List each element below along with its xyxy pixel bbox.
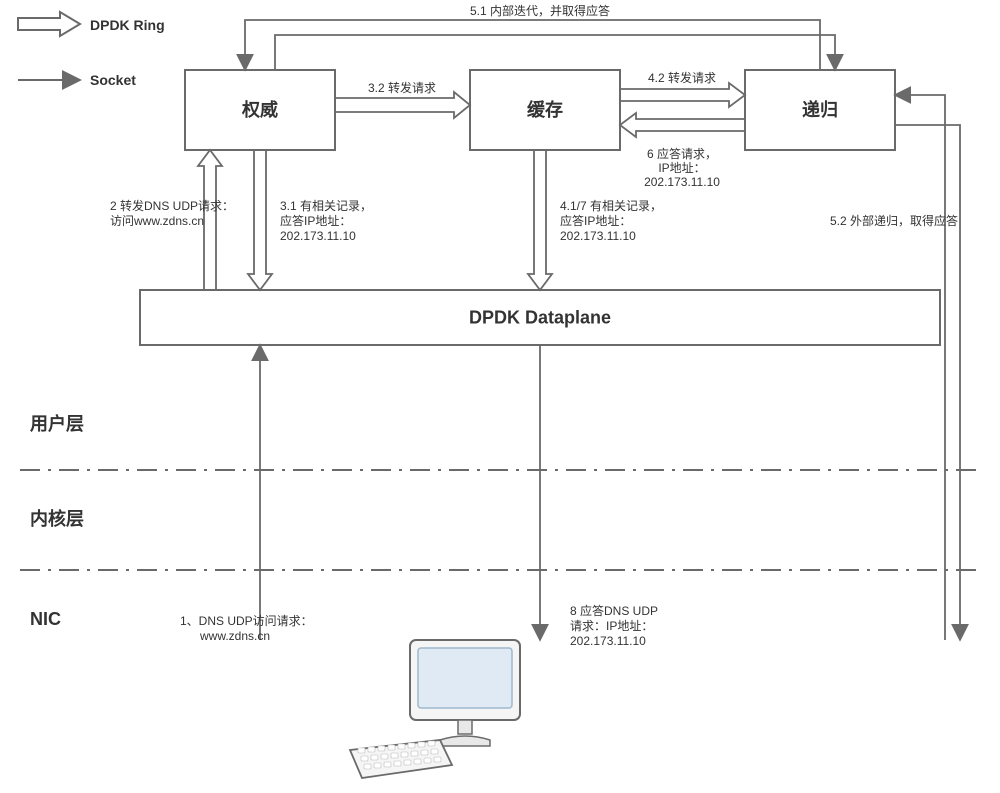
label-6-3: 202.173.11.10 <box>644 175 720 189</box>
edge-5-1-in <box>275 35 835 70</box>
legend-socket: Socket <box>90 72 136 88</box>
label-41-2: 应答IP地址： <box>560 213 631 228</box>
recur-box: 递归 <box>745 70 895 150</box>
label-3-2: 3.2 转发请求 <box>368 80 436 95</box>
label-31-1: 3.1 有相关记录， <box>280 199 372 213</box>
auth-box-label: 权威 <box>241 99 278 120</box>
label-6-1: 6 应答请求， <box>647 146 717 161</box>
label-1-1: 1、DNS UDP访问请求： <box>180 614 313 628</box>
edge-3-1 <box>248 150 272 290</box>
label-31-3: 202.173.11.10 <box>280 229 356 243</box>
edge-4-2 <box>620 83 745 107</box>
dpdk-box-label: DPDK Dataplane <box>469 308 611 328</box>
label-8-3: 202.173.11.10 <box>570 634 646 648</box>
layer-kernel: 内核层 <box>30 508 84 529</box>
edge-5-1-out <box>245 20 820 70</box>
dpdk-box: DPDK Dataplane <box>140 290 940 345</box>
label-5-2: 5.2 外部递归，取得应答 <box>830 213 958 228</box>
edge-3-2 <box>335 92 470 118</box>
cache-box-label: 缓存 <box>527 99 563 120</box>
label-5-1: 5.1 内部迭代，并取得应答 <box>470 3 610 18</box>
label-2-2: 访问www.zdns.cn <box>110 214 204 228</box>
recur-box-label: 递归 <box>802 99 838 120</box>
label-4-2: 4.2 转发请求 <box>648 70 716 85</box>
edge-6 <box>620 113 745 137</box>
layer-nic: NIC <box>30 609 61 629</box>
legend-dpdk-ring: DPDK Ring <box>90 17 165 33</box>
legend: DPDK Ring Socket <box>18 12 165 88</box>
layer-user: 用户层 <box>30 413 84 434</box>
edge-5-2-in <box>895 95 945 640</box>
computer-icon <box>350 640 520 778</box>
label-41-3: 202.173.11.10 <box>560 229 636 243</box>
label-8-1: 8 应答DNS UDP <box>570 603 658 618</box>
label-2-1: 2 转发DNS UDP请求： <box>110 198 234 213</box>
label-6-2: IP地址： <box>658 161 705 175</box>
label-1-2: www.zdns.cn <box>199 629 270 643</box>
label-31-2: 应答IP地址： <box>280 213 351 228</box>
label-41-1: 4.1/7 有相关记录， <box>560 199 662 213</box>
edge-5-2-out <box>895 125 960 640</box>
auth-box: 权威 <box>185 70 335 150</box>
cache-box: 缓存 <box>470 70 620 150</box>
edge-4-1 <box>528 150 552 290</box>
label-8-2: 请求：IP地址： <box>570 619 653 633</box>
dpdk-ring-icon <box>18 12 80 36</box>
